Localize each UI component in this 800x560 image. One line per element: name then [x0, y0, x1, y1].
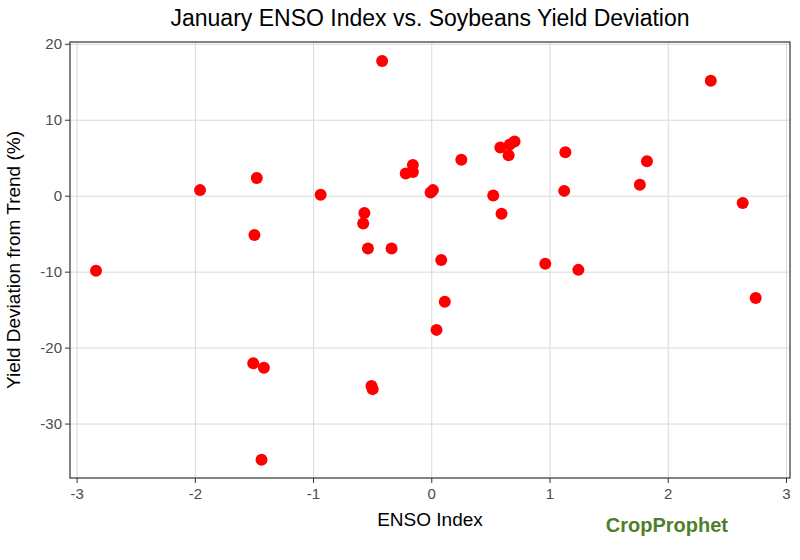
- x-grid-line: [313, 42, 314, 478]
- y-tick: [65, 348, 70, 349]
- point: [705, 75, 717, 87]
- chart: -3-2-10123-30-20-1001020January ENSO Ind…: [0, 0, 800, 560]
- point: [256, 454, 268, 466]
- x-grid-line: [668, 42, 669, 478]
- x-tick-label: 2: [664, 485, 672, 502]
- x-tick: [668, 478, 669, 483]
- point: [194, 184, 206, 196]
- point: [386, 243, 398, 255]
- point: [358, 207, 370, 219]
- y-tick-label: -20: [40, 339, 62, 356]
- point: [496, 208, 508, 220]
- point: [558, 185, 570, 197]
- x-tick-label: 1: [546, 485, 554, 502]
- y-grid-line: [70, 348, 790, 349]
- point: [439, 296, 451, 308]
- point: [487, 189, 499, 201]
- y-tick-label: -10: [40, 263, 62, 280]
- point: [248, 229, 260, 241]
- x-grid-line: [77, 42, 78, 478]
- x-tick: [77, 478, 78, 483]
- point: [367, 383, 379, 395]
- point: [455, 154, 467, 166]
- x-tick: [313, 478, 314, 483]
- x-tick-label: -1: [307, 485, 320, 502]
- point: [427, 184, 439, 196]
- point: [634, 179, 646, 191]
- x-tick-label: -3: [70, 485, 83, 502]
- point: [539, 258, 551, 270]
- point: [362, 243, 374, 255]
- point: [251, 172, 263, 184]
- y-grid-line: [70, 120, 790, 121]
- x-tick-label: 0: [428, 485, 436, 502]
- point: [431, 324, 443, 336]
- y-tick-label: 20: [45, 35, 62, 52]
- y-axis-label: Yield Deviation from Trend (%): [3, 131, 24, 389]
- point: [258, 362, 270, 374]
- y-tick-label: 0: [54, 187, 62, 204]
- plot-background: [70, 42, 790, 478]
- point: [750, 292, 762, 304]
- point: [247, 357, 259, 369]
- point: [435, 254, 447, 266]
- x-grid-line: [195, 42, 196, 478]
- y-grid-line: [70, 272, 790, 273]
- point: [572, 264, 584, 276]
- x-axis-label: ENSO Index: [377, 509, 483, 530]
- y-tick: [65, 120, 70, 121]
- y-tick-label: -30: [40, 415, 62, 432]
- y-tick: [65, 424, 70, 425]
- y-tick-label: 10: [45, 111, 62, 128]
- points: [90, 55, 762, 466]
- x-grid-line: [431, 42, 432, 478]
- point: [90, 265, 102, 277]
- x-tick: [431, 478, 432, 483]
- y-grid-line: [70, 44, 790, 45]
- point: [559, 146, 571, 158]
- point: [376, 55, 388, 67]
- point: [641, 155, 653, 167]
- point: [509, 136, 521, 148]
- logo-text: CropProphet: [606, 514, 729, 536]
- y-tick: [65, 44, 70, 45]
- plot-frame: [70, 42, 790, 478]
- title: January ENSO Index vs. Soybeans Yield De…: [170, 5, 689, 31]
- point: [357, 218, 369, 230]
- x-tick-label: -2: [189, 485, 202, 502]
- y-tick: [65, 196, 70, 197]
- x-tick-label: 3: [782, 485, 790, 502]
- point: [407, 166, 419, 178]
- point: [503, 149, 515, 161]
- x-tick: [550, 478, 551, 483]
- point: [315, 189, 327, 201]
- point: [737, 197, 749, 209]
- x-grid-line: [786, 42, 787, 478]
- y-tick: [65, 272, 70, 273]
- x-tick: [786, 478, 787, 483]
- x-tick: [195, 478, 196, 483]
- y-grid-line: [70, 424, 790, 425]
